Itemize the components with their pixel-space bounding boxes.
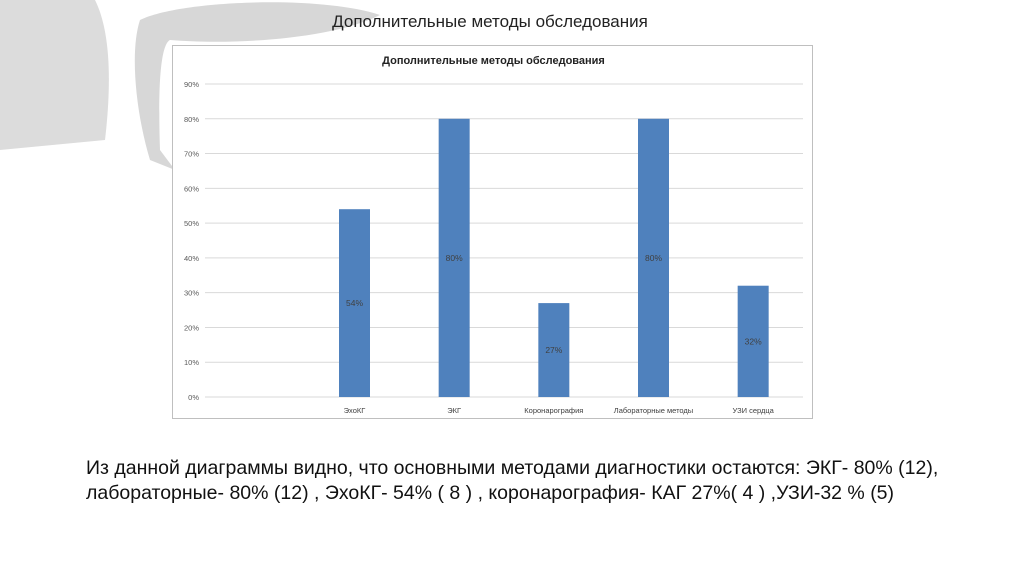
bar — [538, 303, 570, 397]
data-label: 54% — [346, 298, 363, 308]
y-tick-label: 90% — [184, 80, 199, 89]
slide-caption: Из данной диаграммы видно, что основными… — [86, 457, 939, 504]
chart-title: Дополнительные методы обследования — [382, 55, 605, 67]
chart-frame: Дополнительные методы обследования 0% 10%… — [172, 45, 813, 419]
x-tick-label: ЭКГ — [447, 406, 461, 415]
y-tick-label: 20% — [184, 323, 199, 332]
bar — [638, 118, 669, 398]
x-tick-label: УЗИ сердца — [732, 406, 774, 415]
x-tick-label: ЭхоКГ — [344, 406, 366, 415]
x-tick-label: Лабораторные методы — [614, 406, 693, 415]
y-tick-label: 60% — [184, 184, 199, 193]
slide-title: Дополнительные методы обследования — [332, 12, 648, 31]
data-label: 80% — [645, 253, 662, 263]
y-tick-label: 80% — [184, 115, 199, 124]
bar — [438, 118, 470, 398]
data-label: 32% — [745, 336, 762, 346]
bar-chart: 0% 10% 20% 30% 40% 50% 60% 70% 80% 90% 54% ЭхоКГ 80%… — [184, 80, 803, 415]
bar — [339, 209, 370, 397]
y-tick-label: 40% — [184, 254, 199, 263]
y-tick-label: 70% — [184, 150, 199, 159]
y-tick-label: 50% — [184, 219, 199, 228]
bar — [737, 285, 769, 397]
x-tick-label: Коронарография — [524, 406, 583, 415]
y-tick-label: 10% — [184, 358, 199, 367]
y-tick-label: 30% — [184, 289, 199, 298]
data-label: 27% — [545, 345, 562, 355]
data-label: 80% — [446, 253, 463, 263]
y-tick-label: 0% — [188, 393, 199, 402]
